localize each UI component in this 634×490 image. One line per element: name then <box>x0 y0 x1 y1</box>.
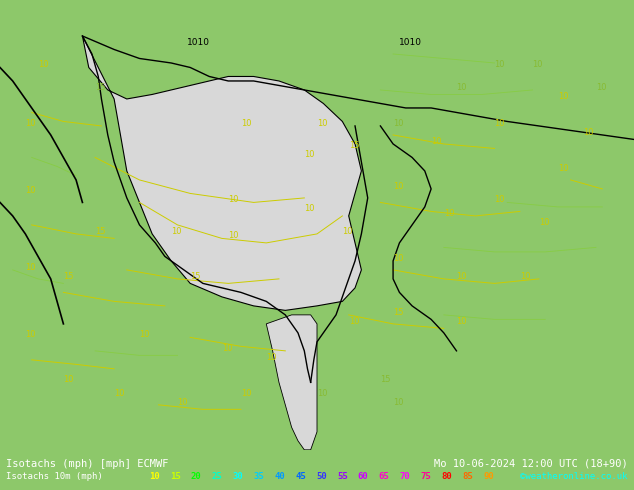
Text: 10: 10 <box>583 128 594 137</box>
Text: 10: 10 <box>149 472 160 481</box>
Text: 10: 10 <box>228 231 239 241</box>
Text: 60: 60 <box>358 472 368 481</box>
Text: 10: 10 <box>393 254 404 263</box>
Text: 55: 55 <box>337 472 347 481</box>
Text: 10: 10 <box>171 227 182 236</box>
Text: 10: 10 <box>495 60 505 70</box>
Text: 40: 40 <box>275 472 285 481</box>
Text: 10: 10 <box>25 119 36 128</box>
Text: 85: 85 <box>462 472 473 481</box>
Text: 10: 10 <box>456 83 467 92</box>
Text: 10: 10 <box>139 330 150 340</box>
Text: 10: 10 <box>431 137 442 146</box>
Text: 1010: 1010 <box>399 38 422 47</box>
Text: 15: 15 <box>380 375 391 384</box>
Text: 10: 10 <box>444 209 455 218</box>
Text: 20: 20 <box>191 472 202 481</box>
Text: 10: 10 <box>317 119 328 128</box>
Text: 10: 10 <box>393 119 404 128</box>
Text: 10: 10 <box>241 389 252 398</box>
Text: 75: 75 <box>420 472 431 481</box>
Text: 25: 25 <box>212 472 223 481</box>
Text: 10: 10 <box>393 398 404 407</box>
Text: 10: 10 <box>533 60 543 70</box>
Text: 10: 10 <box>25 186 36 196</box>
Text: 10: 10 <box>25 263 36 272</box>
Text: 10: 10 <box>558 164 569 173</box>
Text: 70: 70 <box>399 472 410 481</box>
Text: 10: 10 <box>178 398 188 407</box>
Text: 10: 10 <box>558 92 569 101</box>
Text: 10: 10 <box>228 196 239 204</box>
Text: 10: 10 <box>266 353 277 362</box>
Text: 1010: 1010 <box>187 38 210 47</box>
Text: 10: 10 <box>114 389 125 398</box>
Text: 65: 65 <box>378 472 389 481</box>
Text: 15: 15 <box>190 272 201 281</box>
Text: 35: 35 <box>254 472 264 481</box>
Text: 45: 45 <box>295 472 306 481</box>
Text: 80: 80 <box>441 472 452 481</box>
Text: 10: 10 <box>495 119 505 128</box>
Text: 10: 10 <box>456 317 467 326</box>
Text: 10: 10 <box>520 272 531 281</box>
Text: 10: 10 <box>222 344 233 353</box>
Text: 10: 10 <box>456 272 467 281</box>
Text: 15: 15 <box>63 272 74 281</box>
Text: 30: 30 <box>233 472 243 481</box>
Text: Isotachs 10m (mph): Isotachs 10m (mph) <box>6 472 103 481</box>
Text: 10: 10 <box>349 317 359 326</box>
Text: Mo 10-06-2024 12:00 UTC (18+90): Mo 10-06-2024 12:00 UTC (18+90) <box>434 459 628 468</box>
Text: 10: 10 <box>241 119 252 128</box>
Polygon shape <box>266 315 317 450</box>
Text: 15: 15 <box>95 83 106 92</box>
Text: 10: 10 <box>63 375 74 384</box>
Text: 10: 10 <box>317 389 328 398</box>
Text: 10: 10 <box>38 60 49 70</box>
Text: 10: 10 <box>495 196 505 204</box>
Text: 10: 10 <box>596 83 607 92</box>
Text: 10: 10 <box>539 218 550 227</box>
Polygon shape <box>82 36 361 310</box>
Text: 15: 15 <box>393 308 404 317</box>
Text: Isotachs (mph) [mph] ECMWF: Isotachs (mph) [mph] ECMWF <box>6 459 169 468</box>
Text: 10: 10 <box>393 182 404 191</box>
Text: 90: 90 <box>483 472 494 481</box>
Text: 15: 15 <box>349 142 359 150</box>
Text: 50: 50 <box>316 472 327 481</box>
Text: 10: 10 <box>342 227 353 236</box>
Text: 10: 10 <box>304 204 315 214</box>
Text: ©weatheronline.co.uk: ©weatheronline.co.uk <box>520 472 628 481</box>
Text: 15: 15 <box>95 227 106 236</box>
Text: 10: 10 <box>25 330 36 340</box>
Text: 15: 15 <box>170 472 181 481</box>
Text: 10: 10 <box>304 150 315 159</box>
